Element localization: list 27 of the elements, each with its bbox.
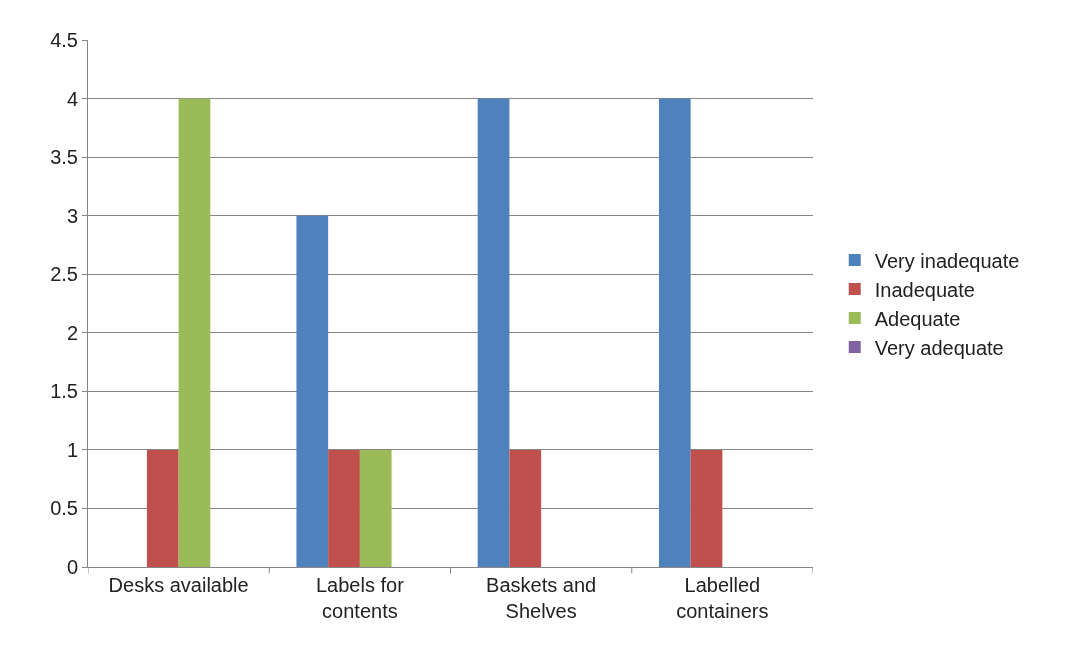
legend-label: Very inadequate: [874, 249, 1020, 272]
y-tick-label: 4.5: [50, 29, 78, 51]
y-tick-label: 0.5: [50, 497, 78, 520]
bar: [359, 449, 392, 567]
bar: [477, 98, 510, 567]
y-tick-label: 4: [66, 87, 78, 110]
bar: [146, 449, 179, 567]
x-tick-label: Labels for contents: [315, 574, 405, 622]
legend-label: Very adequate: [874, 336, 1004, 359]
bar: [178, 98, 211, 567]
legend-label: Adequate: [874, 307, 961, 330]
y-tick-label: 2.5: [50, 263, 78, 286]
x-tick-label: Desks available: [108, 574, 249, 596]
y-tick-label: 1.5: [50, 380, 78, 403]
y-tick-label: 0: [66, 556, 78, 578]
bar: [296, 215, 329, 567]
y-tick-label: 2: [66, 321, 78, 344]
x-tick-label: Labelled containers: [676, 574, 769, 622]
y-tick-label: 3: [66, 204, 78, 227]
y-tick-label: 3.5: [50, 146, 78, 169]
bar: [690, 449, 723, 567]
bar: [509, 449, 542, 567]
x-tick-label: Baskets and Shelves: [486, 574, 597, 622]
bar: [658, 98, 691, 567]
y-tick-label: 1: [66, 438, 78, 461]
legend-label: Inadequate: [874, 278, 975, 301]
bar: [328, 449, 360, 567]
